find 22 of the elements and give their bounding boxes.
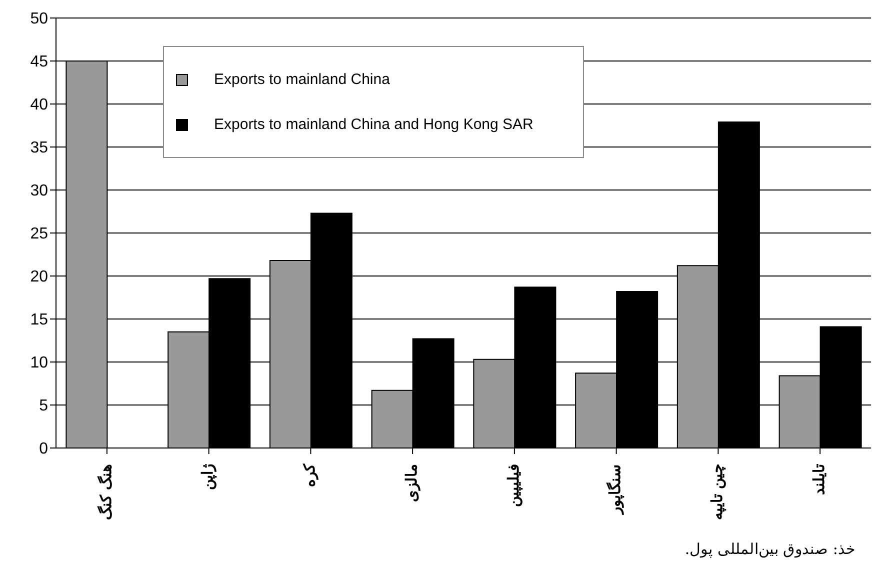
x-tick-label: چین تایپه xyxy=(708,464,728,520)
y-tick-label: 15 xyxy=(30,312,48,329)
y-tick-label: 40 xyxy=(30,96,48,114)
y-tick-label: 50 xyxy=(30,10,48,28)
y-tick-label: 20 xyxy=(30,268,48,286)
y-tick-label: 25 xyxy=(30,226,48,243)
y-tick-label: 5 xyxy=(39,398,48,415)
text: خذ: صندوق بین‌المللی پول. xyxy=(684,540,855,558)
x-tick-label: تایلند xyxy=(810,464,828,495)
x-tick-label: سنگاپور xyxy=(606,464,626,515)
x-tick-label: فیلیپین xyxy=(504,464,524,507)
x-tick-label: مالزی xyxy=(402,464,420,502)
legend-label: Exports to mainland China xyxy=(214,71,390,88)
x-tick-label: هنگ کنگ xyxy=(96,464,115,520)
y-tick-label: 30 xyxy=(30,182,48,200)
legend-label: Exports to mainland China and Hong Kong SAR xyxy=(214,116,534,133)
y-tick-label: 45 xyxy=(30,54,48,71)
y-tick-label: 10 xyxy=(30,354,48,372)
y-tick-label: 0 xyxy=(39,440,48,458)
x-tick-label: کره xyxy=(300,463,319,487)
y-tick-label: 35 xyxy=(30,140,48,157)
x-tick-label: ژاپن xyxy=(198,464,218,490)
